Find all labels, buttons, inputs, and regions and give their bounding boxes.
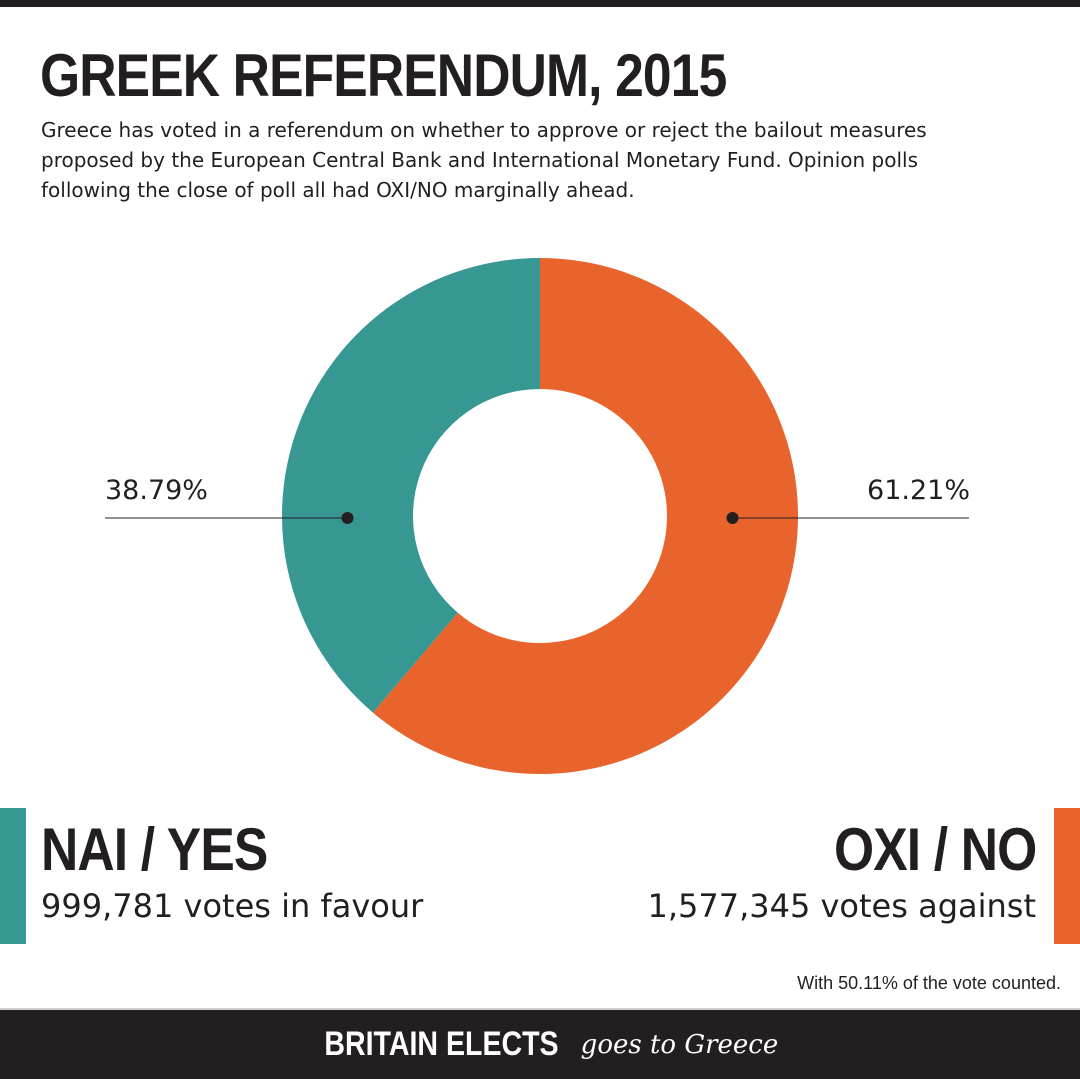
page-title: GREEK REFERENDUM, 2015 [40,42,727,109]
no-percentage-label: 61.21% [867,475,970,506]
donut-slice-yes [282,258,540,713]
yes-color-bar [0,808,26,944]
no-votes: 1,577,345 votes against [647,887,1036,925]
leader-dot-yes [341,512,354,524]
donut-slice-no [372,258,798,774]
yes-label: NAI / YES [41,816,268,883]
top-bar [0,0,1080,7]
no-label: OXI / NO [833,816,1037,883]
yes-votes: 999,781 votes in favour [41,887,424,925]
footer-brand: BRITAIN ELECTS [324,1025,559,1063]
leader-dot-no [726,512,739,524]
footnote: With 50.11% of the vote counted. [797,973,1061,993]
yes-percentage-label: 38.79% [105,475,208,506]
footer: BRITAIN ELECTS goes to Greece [0,1008,1080,1079]
page-subtitle: Greece has voted in a referendum on whet… [41,118,927,202]
no-color-bar [1054,808,1080,944]
footer-tagline: goes to Greece [580,1029,779,1060]
